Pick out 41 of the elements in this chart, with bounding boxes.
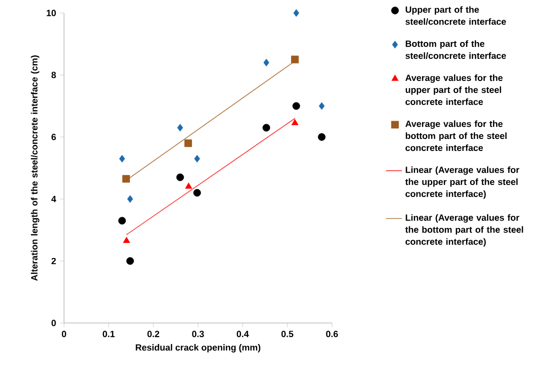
x-tick-label: 0.2 — [147, 330, 160, 338]
y-tick-label: 10 — [46, 10, 56, 16]
point — [177, 124, 184, 132]
y-tick-label: 8 — [51, 72, 56, 78]
legend-label: Linear (Average values for the upper part of the steel concrete interface) — [405, 166, 520, 199]
legend-label: Average values for the bottom part of the steel concrete interface — [405, 120, 507, 152]
x-tick-label: 0.4 — [236, 330, 249, 338]
x-tick-label: 0.1 — [102, 330, 115, 338]
legend-label: Upper part of the steel/concrete interface — [406, 6, 506, 25]
point — [127, 195, 134, 203]
y-tick-label: 2 — [52, 258, 56, 264]
point — [292, 102, 300, 110]
point — [318, 133, 326, 141]
x-tick-label: 0.6 — [326, 330, 338, 338]
point — [318, 102, 325, 110]
point — [291, 56, 299, 64]
x-tick-label: 0.5 — [281, 330, 294, 338]
legend-label: Average values for the upper part of the steel concrete interface — [405, 74, 503, 106]
point — [184, 139, 192, 147]
point — [118, 216, 126, 224]
point — [194, 154, 200, 162]
point — [123, 236, 130, 243]
x-tick-label: 0 — [62, 330, 66, 338]
legend-label: Bottom part of the steel/concrete interface — [406, 40, 506, 59]
point — [291, 119, 298, 126]
point — [185, 182, 192, 189]
point — [262, 124, 270, 132]
point — [193, 188, 201, 197]
y-tick-label: 0 — [52, 320, 56, 326]
point — [126, 257, 134, 265]
x-tick-label: 0.3 — [192, 330, 204, 338]
point — [293, 9, 300, 17]
point — [122, 175, 130, 183]
y-tick-label: 4 — [51, 196, 56, 202]
legend-label: Linear (Average values for the bottom part of the steel concrete interface) — [405, 214, 524, 247]
point — [119, 154, 125, 162]
y-tick-label: 6 — [52, 134, 56, 140]
x-axis-title: Residual crack opening (mm) — [136, 344, 260, 352]
point — [263, 58, 270, 66]
point — [176, 173, 184, 182]
y-axis-title: Alteration length of the steel/concrete interface (cm) — [30, 55, 40, 281]
